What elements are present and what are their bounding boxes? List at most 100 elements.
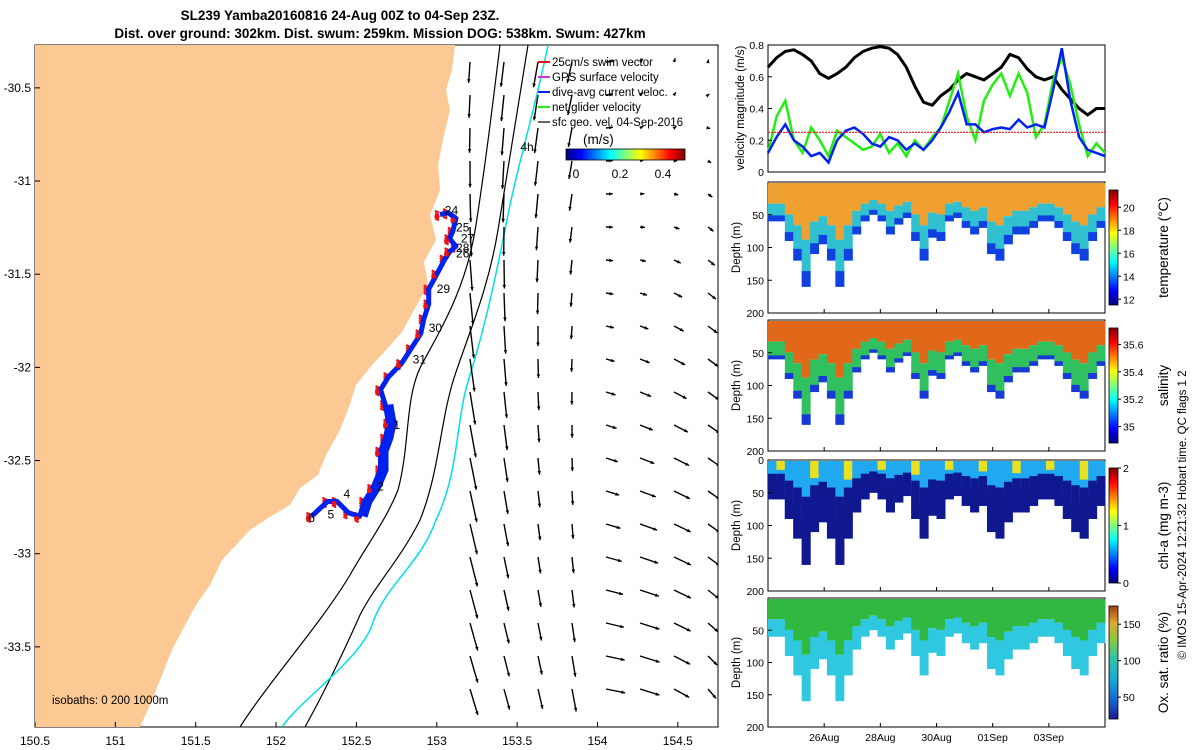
section-column-deep bbox=[869, 209, 879, 215]
section-column-lower bbox=[877, 203, 887, 222]
day-marker: 26 bbox=[456, 246, 470, 260]
section-column-upper bbox=[1012, 321, 1022, 349]
section-column-upper bbox=[869, 461, 879, 479]
current-vector bbox=[503, 424, 508, 451]
day-marker: 28 bbox=[456, 241, 470, 255]
section-column-upper bbox=[944, 599, 954, 620]
isobath-200m bbox=[239, 45, 501, 727]
section-column-upper bbox=[1003, 461, 1013, 495]
current-vector-head bbox=[470, 320, 475, 325]
current-vector-head bbox=[713, 329, 718, 333]
section-column-upper bbox=[784, 183, 794, 215]
current-vector-head bbox=[609, 291, 614, 296]
map-ytick-label: -32.5 bbox=[4, 454, 32, 468]
current-vector-head bbox=[648, 427, 653, 431]
current-vector-head bbox=[538, 569, 542, 574]
section-column-lower bbox=[1062, 214, 1072, 241]
section-column-deep bbox=[1062, 232, 1072, 241]
section-column-lower bbox=[860, 619, 870, 637]
section-column-deep bbox=[970, 478, 980, 513]
section-column-deep bbox=[885, 367, 895, 373]
colorbar-tick-label: 18 bbox=[1123, 225, 1135, 237]
current-vector-head bbox=[473, 453, 477, 458]
section-column-deep bbox=[1029, 220, 1039, 228]
section-column-lower bbox=[1054, 345, 1064, 366]
section-column-upper bbox=[843, 183, 853, 226]
colorbar-tick-label: 35.4 bbox=[1123, 367, 1144, 379]
isobaths bbox=[239, 45, 549, 727]
section-column-deep bbox=[843, 390, 853, 399]
section-column-upper bbox=[919, 321, 929, 364]
section-column-upper bbox=[1062, 461, 1072, 493]
section-column-upper bbox=[961, 461, 971, 486]
current-vector bbox=[503, 292, 506, 322]
legend-gps: GPS surface velocity bbox=[552, 72, 659, 84]
swim-vector-dot bbox=[395, 363, 402, 369]
section-column-upper bbox=[953, 599, 963, 618]
current-vector-head bbox=[647, 393, 652, 397]
section-column-deep bbox=[776, 473, 786, 500]
section-column-lower bbox=[1096, 345, 1106, 366]
section-column-lower bbox=[810, 637, 820, 669]
current-vector-head bbox=[506, 672, 511, 677]
current-vector-head bbox=[708, 193, 713, 198]
map-ytick-label: -33.5 bbox=[4, 640, 32, 654]
section-column-upper bbox=[1079, 461, 1089, 504]
section-column-deep bbox=[944, 473, 954, 500]
current-vector-head bbox=[609, 192, 613, 196]
section-column-deep bbox=[1088, 373, 1098, 379]
current-vector-head bbox=[612, 425, 617, 429]
section-column-lower bbox=[1003, 354, 1013, 383]
current-vector-head bbox=[467, 114, 471, 118]
section-column-upper bbox=[810, 321, 820, 360]
day-marker: 4 bbox=[344, 487, 351, 501]
current-vector-head bbox=[502, 251, 506, 256]
current-vector-head bbox=[570, 400, 574, 405]
section-column-upper bbox=[936, 183, 946, 215]
section-column-deep bbox=[768, 215, 777, 222]
section-column-lower bbox=[1037, 203, 1047, 222]
current-vector-head bbox=[537, 470, 541, 475]
current-vector-head bbox=[609, 59, 614, 64]
swim-vector bbox=[442, 215, 448, 220]
section-column-upper bbox=[1012, 599, 1022, 627]
section-column-deep bbox=[801, 496, 811, 565]
current-vector-head bbox=[567, 175, 572, 179]
section-column-lower bbox=[1071, 359, 1081, 393]
section-column-deep bbox=[995, 390, 1005, 399]
section-column-upper bbox=[1003, 183, 1013, 217]
section-column-lower bbox=[1037, 619, 1047, 637]
map-colorbar-label: (m/s) bbox=[583, 132, 614, 147]
day-marker: 4h bbox=[520, 140, 533, 154]
section-column-deep bbox=[1012, 478, 1022, 513]
current-vector-head bbox=[474, 518, 478, 523]
current-vector bbox=[469, 655, 479, 683]
current-vector-head bbox=[609, 258, 613, 263]
velocity-panel: 0 0.2 0.4 0.6 0.8 velocity magnitude (m/s) bbox=[735, 40, 1106, 179]
swim-vector bbox=[395, 358, 401, 363]
section-column-upper bbox=[1054, 183, 1064, 208]
section-column-upper bbox=[1071, 599, 1081, 638]
section-column-deep bbox=[936, 232, 946, 241]
section-column-upper bbox=[869, 599, 879, 616]
current-vector bbox=[707, 523, 718, 532]
colorbar-label: chl-a (mg m-3) bbox=[1156, 482, 1171, 570]
current-vector-head bbox=[639, 126, 644, 130]
section-column-deep bbox=[928, 370, 937, 376]
section-ylabel: Depth (m) bbox=[731, 360, 743, 411]
chla-high-patch bbox=[1079, 461, 1089, 480]
section-column-upper bbox=[1003, 599, 1013, 632]
map-ytick-label: -33 bbox=[14, 547, 32, 561]
current-vector-head bbox=[533, 149, 537, 154]
section-column-upper bbox=[953, 461, 963, 480]
colorbar-tick-label: 1 bbox=[1123, 521, 1129, 533]
section-column-lower bbox=[885, 348, 895, 373]
section-column-upper bbox=[793, 321, 803, 364]
section-column-lower bbox=[776, 619, 786, 637]
section-column-lower bbox=[978, 622, 988, 644]
current-vector bbox=[534, 160, 539, 186]
section-column-upper bbox=[826, 599, 836, 641]
section-column-lower bbox=[1003, 216, 1013, 245]
section-column-upper bbox=[995, 461, 1005, 504]
